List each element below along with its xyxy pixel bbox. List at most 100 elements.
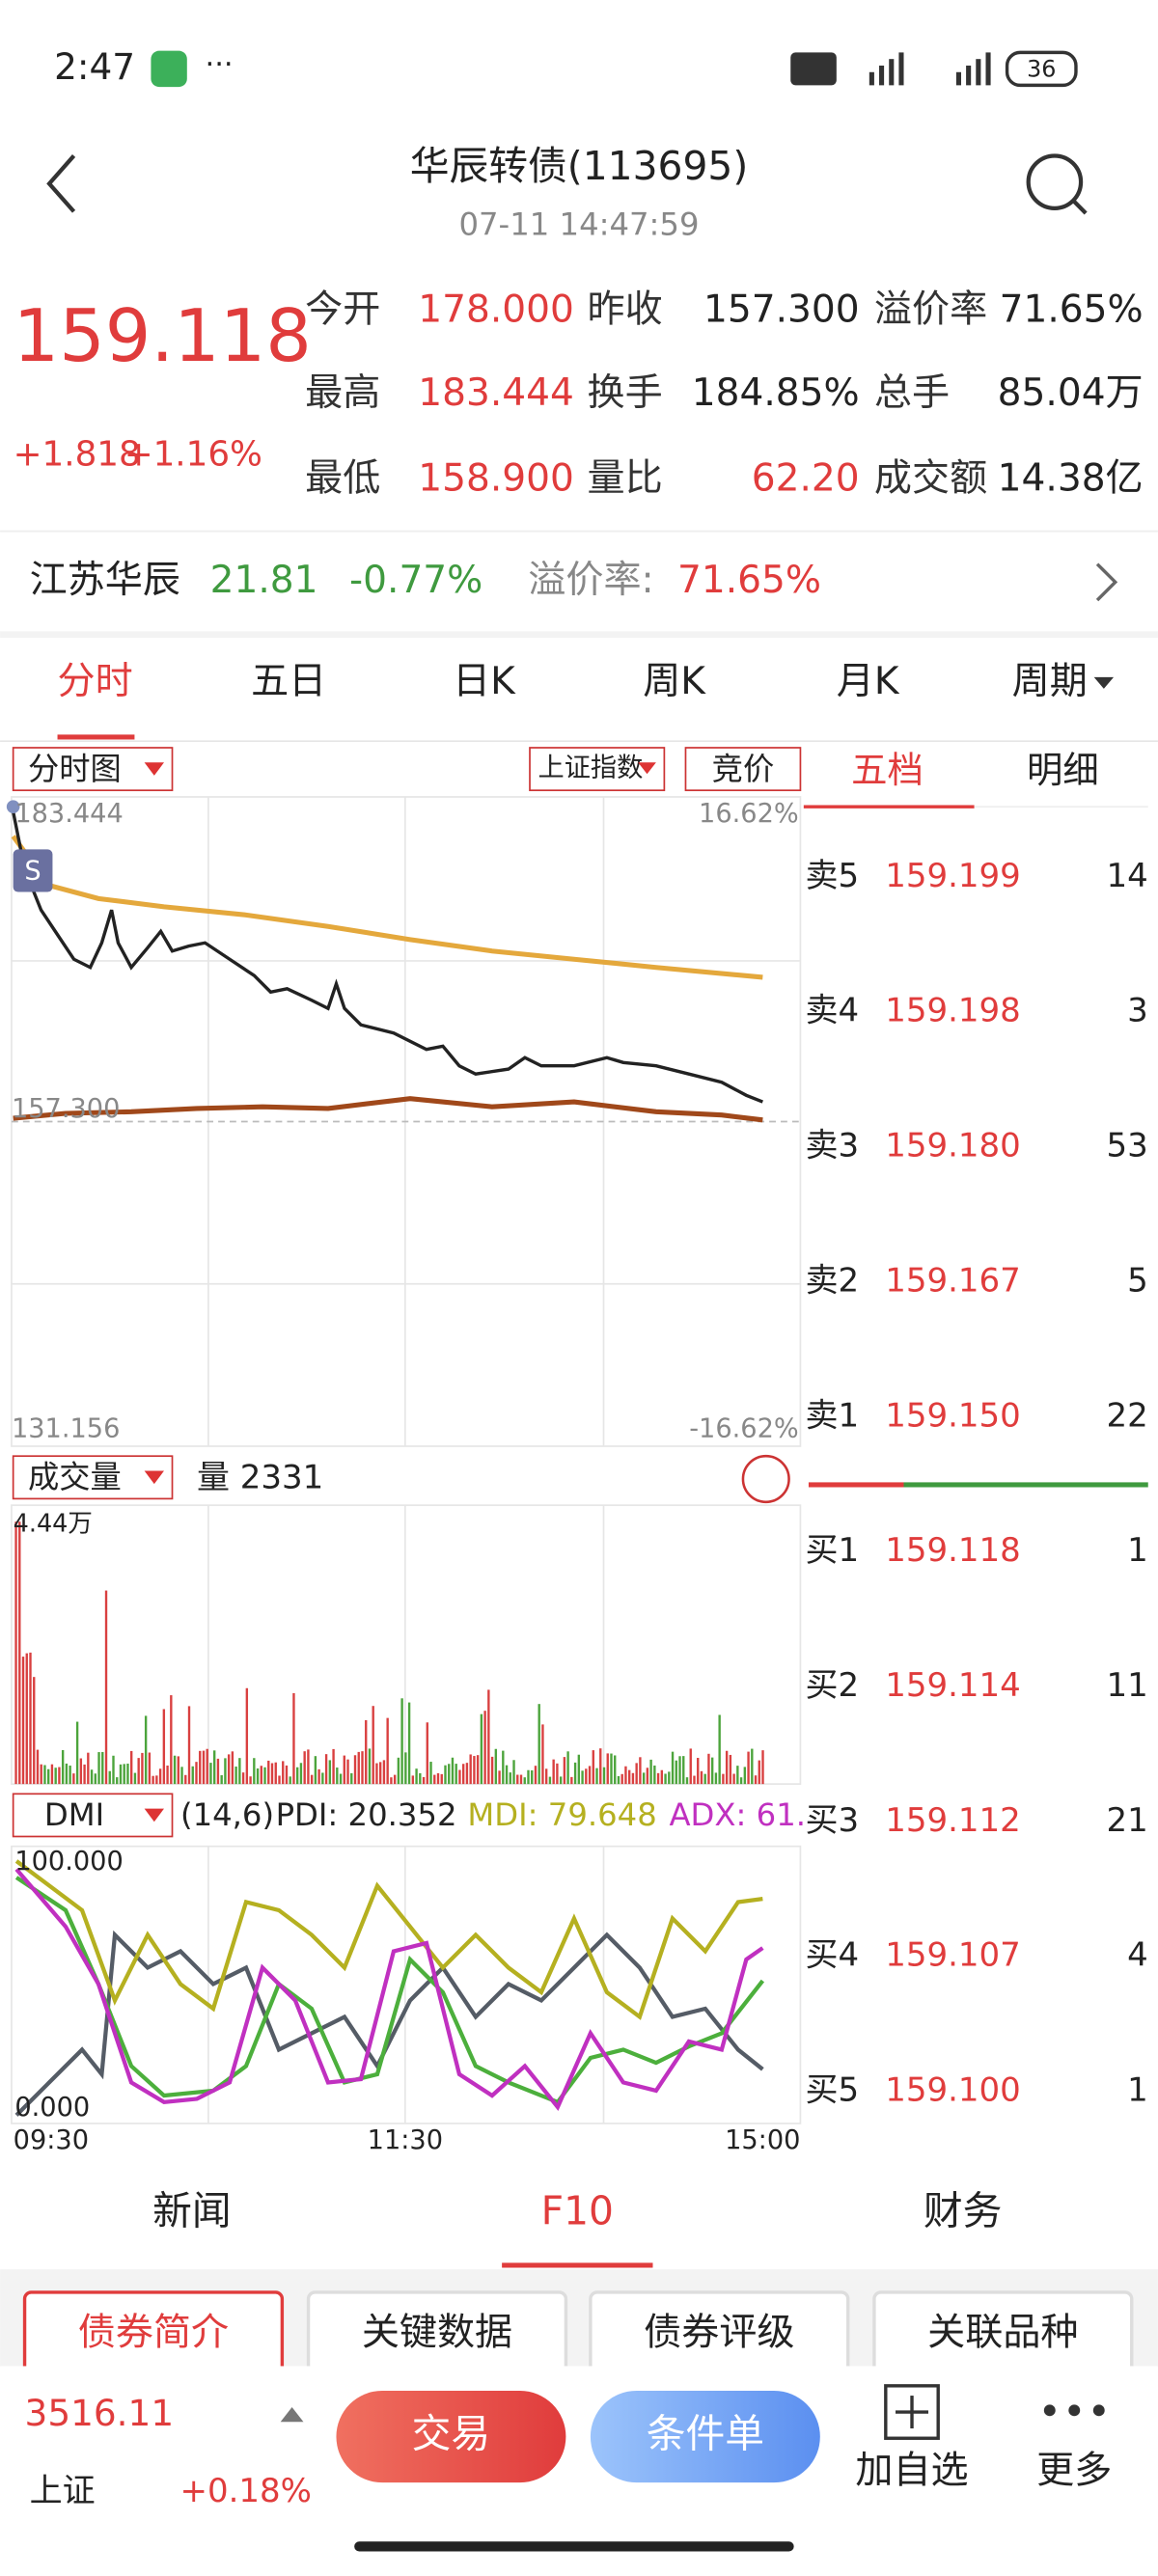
selector[interactable] bbox=[12, 1455, 174, 1500]
axis-label: -16.62% bbox=[689, 1414, 798, 1444]
selector[interactable] bbox=[12, 1793, 174, 1838]
volume-bar bbox=[141, 1752, 144, 1785]
volume-bar bbox=[285, 1765, 289, 1785]
volume-bar bbox=[83, 1764, 86, 1785]
field-label: 成交额 bbox=[874, 456, 987, 500]
back-button[interactable] bbox=[46, 154, 76, 213]
volume-bar bbox=[14, 1521, 17, 1785]
order-volume: 14 bbox=[1106, 857, 1147, 895]
volume-bar bbox=[487, 1689, 490, 1785]
volume-bar bbox=[559, 1776, 563, 1785]
price-line bbox=[11, 810, 763, 1104]
order-price: 159.100 bbox=[885, 2071, 1021, 2110]
volume-bar bbox=[682, 1756, 685, 1785]
time-label: 15:00 bbox=[725, 2125, 800, 2155]
volume-bar bbox=[739, 1777, 743, 1785]
volume-bar bbox=[703, 1773, 706, 1785]
volume-bar bbox=[184, 1774, 187, 1785]
tab-underline bbox=[803, 805, 975, 808]
order-price: 159.180 bbox=[885, 1127, 1021, 1165]
volume-bar bbox=[415, 1768, 418, 1785]
volume-bar bbox=[714, 1772, 718, 1785]
orderbook-tab[interactable]: 五档 bbox=[851, 749, 924, 791]
volume-bar bbox=[671, 1751, 675, 1785]
search-button[interactable] bbox=[1026, 153, 1088, 215]
volume-bar bbox=[624, 1766, 627, 1785]
volume-bar bbox=[433, 1774, 436, 1785]
field-value: 62.20 bbox=[752, 456, 860, 500]
stock-link[interactable] bbox=[1095, 562, 1118, 602]
stock-change: -0.77% bbox=[349, 559, 482, 602]
order-price: 159.107 bbox=[885, 1936, 1021, 1975]
order-label: 买5 bbox=[806, 2071, 860, 2110]
field-label: 换手 bbox=[587, 371, 662, 415]
more-icon[interactable] bbox=[1043, 2404, 1105, 2417]
signal-icons bbox=[868, 52, 991, 86]
button-label: 交易 bbox=[412, 2411, 491, 2457]
field-label: 昨收 bbox=[587, 288, 662, 331]
sub-tab-label: 关键数据 bbox=[362, 2312, 512, 2355]
order-volume: 4 bbox=[1127, 1936, 1148, 1975]
volume-bar bbox=[29, 1652, 32, 1785]
period-tab[interactable]: 分时 bbox=[58, 660, 133, 703]
volume-bar bbox=[527, 1769, 530, 1785]
orderbook-tab[interactable]: 明细 bbox=[1027, 749, 1099, 791]
field-value: 71.65% bbox=[1000, 288, 1144, 331]
period-tab[interactable]: 周K bbox=[643, 660, 706, 703]
volume-bar bbox=[400, 1698, 403, 1785]
bottom-tab[interactable]: 新闻 bbox=[152, 2187, 232, 2233]
period-tab[interactable]: 日K bbox=[453, 660, 516, 703]
volume-bar bbox=[299, 1763, 303, 1785]
volume-bar bbox=[397, 1757, 400, 1785]
order-volume: 5 bbox=[1127, 1261, 1148, 1300]
condition-button[interactable] bbox=[590, 2390, 820, 2483]
volume-bar bbox=[494, 1748, 498, 1785]
volume-bar bbox=[303, 1751, 306, 1785]
volume-bar bbox=[58, 1767, 61, 1785]
expand-button[interactable] bbox=[741, 1454, 790, 1504]
period-tab[interactable]: 五日 bbox=[251, 660, 326, 703]
hd-icon bbox=[790, 52, 837, 86]
sub-tab-label: 债券评级 bbox=[644, 2312, 794, 2355]
selector[interactable] bbox=[12, 747, 174, 792]
volume-bar bbox=[321, 1772, 324, 1785]
volume-bar bbox=[212, 1750, 216, 1785]
volume-bar bbox=[155, 1775, 158, 1785]
bottom-tab[interactable]: F10 bbox=[541, 2187, 614, 2233]
volume-bar bbox=[317, 1768, 320, 1785]
order-label: 买1 bbox=[806, 1531, 860, 1570]
order-price: 159.167 bbox=[885, 1261, 1021, 1300]
selector[interactable] bbox=[529, 747, 666, 792]
order-price: 159.118 bbox=[885, 1531, 1021, 1570]
selector[interactable] bbox=[684, 747, 802, 792]
volume-bar bbox=[563, 1757, 566, 1785]
volume-bar bbox=[685, 1777, 689, 1785]
bottom-tab[interactable]: 财务 bbox=[924, 2187, 1003, 2233]
volume-bar bbox=[263, 1767, 266, 1785]
order-label: 卖3 bbox=[806, 1127, 860, 1165]
add-watch-icon[interactable] bbox=[884, 2384, 940, 2440]
volume-bar bbox=[461, 1764, 465, 1785]
volume-bar bbox=[722, 1773, 725, 1785]
change-pct: +1.16% bbox=[124, 434, 262, 474]
period-tabs: 分时 五日 日K 周K 月K 周期 bbox=[58, 660, 1088, 703]
index-change: +0.18% bbox=[180, 2472, 312, 2510]
volume-bar bbox=[541, 1724, 544, 1785]
volume-bar bbox=[209, 1763, 212, 1785]
period-tab[interactable]: 月K bbox=[837, 660, 900, 703]
trade-button[interactable] bbox=[336, 2390, 566, 2483]
volume-bar bbox=[278, 1775, 281, 1785]
field-value: 184.85% bbox=[692, 371, 860, 415]
pdi-line bbox=[14, 1930, 764, 2117]
volume-bar bbox=[133, 1772, 137, 1785]
volume-bar bbox=[505, 1765, 509, 1785]
period-tab[interactable]: 周期 bbox=[1012, 660, 1088, 703]
order-label: 买2 bbox=[806, 1666, 860, 1705]
volume-bar bbox=[54, 1768, 57, 1785]
order-volume: 21 bbox=[1106, 1801, 1147, 1840]
volume-bar bbox=[718, 1714, 721, 1785]
volume-bar bbox=[606, 1753, 609, 1785]
volume-bar bbox=[552, 1759, 555, 1785]
